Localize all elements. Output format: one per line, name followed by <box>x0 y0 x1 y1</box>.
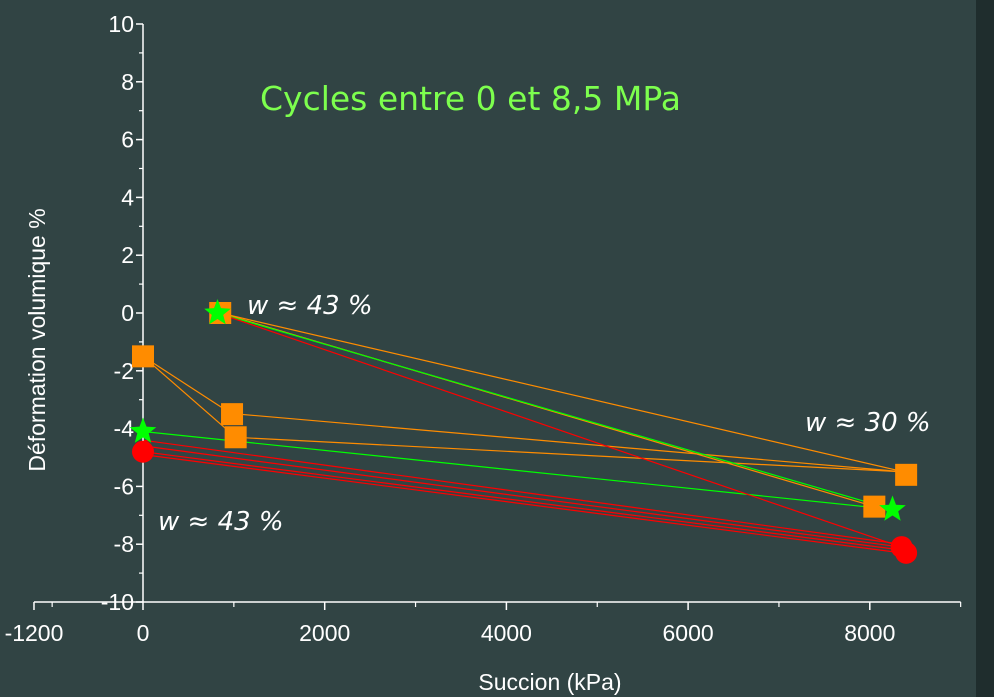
square-marker <box>221 403 244 426</box>
square-series-line <box>220 312 905 473</box>
x-tick-label: 4000 <box>481 620 532 646</box>
right-edge-strip <box>976 0 994 697</box>
square-marker <box>224 426 247 449</box>
y-tick-label: -8 <box>114 531 134 557</box>
star-series-line <box>142 430 893 511</box>
x-tick-label: -1200 <box>5 620 64 646</box>
y-tick-label: 2 <box>121 242 134 268</box>
x-tick-label: 6000 <box>663 620 714 646</box>
x-tick-label: 0 <box>137 620 150 646</box>
x-tick-label: 2000 <box>299 620 350 646</box>
x-tick-label: 8000 <box>844 620 895 646</box>
star-series-line <box>217 312 893 511</box>
y-tick-label: 0 <box>121 300 134 326</box>
y-tick-label: -6 <box>114 473 134 499</box>
y-tick-label: 4 <box>121 184 134 210</box>
y-tick-label: 8 <box>121 69 134 95</box>
y-tick-label: -10 <box>101 589 134 615</box>
square-series-line <box>142 355 233 415</box>
x-axis-label: Succion (kPa) <box>478 669 621 695</box>
data-markers <box>129 299 918 564</box>
chart-title: Cycles entre 0 et 8,5 MPa <box>260 79 681 118</box>
annotation-w43-bottom: w ≈ 43 % <box>158 507 284 537</box>
star-marker <box>204 299 231 325</box>
circle-series-line <box>142 451 902 551</box>
star-marker <box>879 495 906 521</box>
y-tick-label: 6 <box>121 127 134 153</box>
square-marker <box>132 345 154 368</box>
y-axis-label: Déformation volumique % <box>24 208 50 471</box>
circle-marker <box>132 440 154 463</box>
square-series-line <box>238 413 905 473</box>
circle-series-line <box>142 454 902 554</box>
connection-lines <box>142 312 905 554</box>
axes: 10 8 6 4 2 0 -2 -4 -6 -8 -10 -1200 0 2000 4000 6000 8000 <box>5 11 962 646</box>
circle-series-line <box>217 312 902 548</box>
square-marker <box>895 463 918 486</box>
circle-series-line <box>142 439 902 545</box>
annotation-w30: w ≈ 30 % <box>805 408 931 438</box>
circle-series-line <box>142 445 902 548</box>
y-tick-label: 10 <box>108 11 134 37</box>
annotation-w43-top: w ≈ 43 % <box>247 291 373 321</box>
star-marker <box>129 417 157 443</box>
square-series-line <box>142 355 237 438</box>
square-series-line <box>235 436 905 473</box>
y-tick-label: -2 <box>114 358 134 384</box>
y-tick-label: -4 <box>114 416 135 442</box>
square-marker <box>863 495 886 518</box>
circle-marker <box>895 541 918 564</box>
